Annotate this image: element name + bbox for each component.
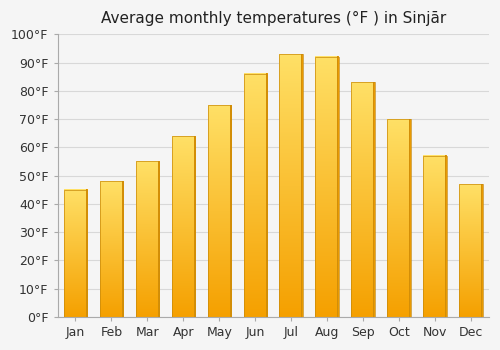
Title: Average monthly temperatures (°F ) in Sinjār: Average monthly temperatures (°F ) in Si…: [100, 11, 446, 26]
